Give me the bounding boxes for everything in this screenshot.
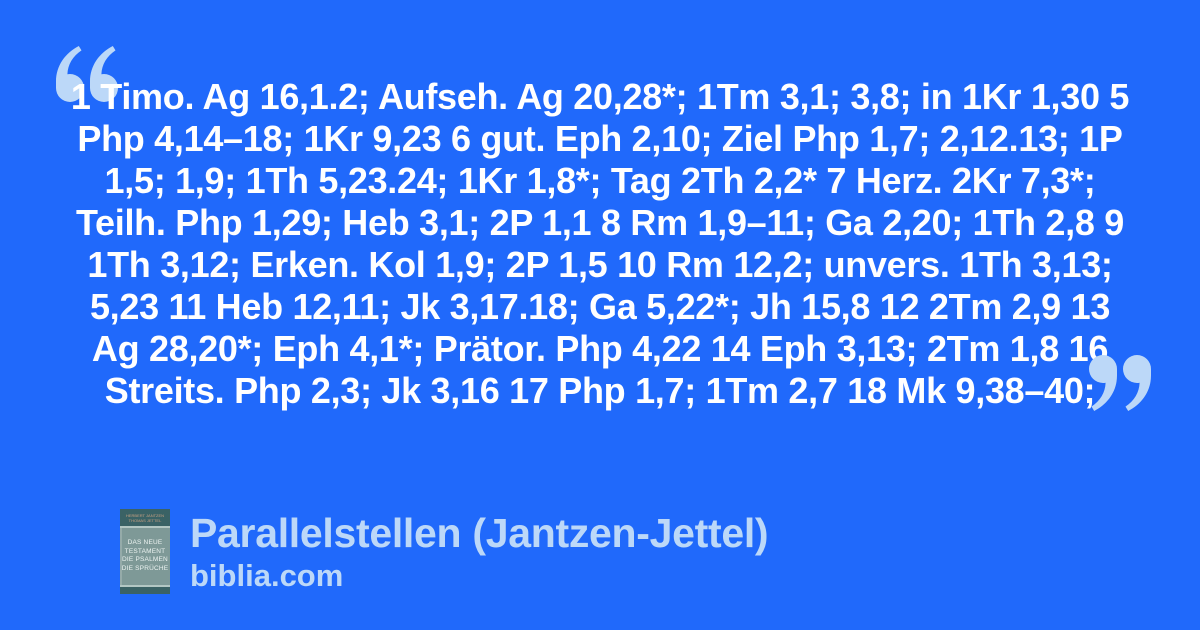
quote-line: 1Th 3,12; Erken. Kol 1,9; 2P 1,5 10 Rm 1… xyxy=(87,244,1113,285)
site-name: biblia.com xyxy=(190,558,344,593)
close-quote-icon xyxy=(1089,355,1151,411)
quote-line: 5,23 11 Heb 12,11; Jk 3,17.18; Ga 5,22*;… xyxy=(89,286,1111,327)
quote-line: Teilh. Php 1,29; Heb 3,1; 2P 1,1 8 Rm 1,… xyxy=(76,202,1124,243)
open-quote-icon xyxy=(56,46,118,102)
quote-text: 1 Timo. Ag 16,1.2; Aufseh. Ag 20,28*; 1T… xyxy=(0,76,1200,412)
book-cover-author: THOMAS JETTEL xyxy=(128,518,162,523)
book-cover-bottom-band xyxy=(120,587,170,594)
book-cover-title-line: DIE PSALMEN xyxy=(122,556,168,563)
book-cover-divider xyxy=(120,585,170,587)
book-cover-divider xyxy=(120,526,170,528)
quote-line: Php 4,14–18; 1Kr 9,23 6 gut. Eph 2,10; Z… xyxy=(77,118,1123,159)
book-cover-title-area: DAS NEUE TESTAMENT DIE PSALMEN DIE SPRÜC… xyxy=(120,528,170,585)
book-cover-title-line: TESTAMENT xyxy=(124,547,166,555)
quote-line: 1,5; 1,9; 1Th 5,23.24; 1Kr 1,8*; Tag 2Th… xyxy=(104,160,1096,201)
book-cover-author: HERBERT JANTZEN xyxy=(125,513,165,518)
book-cover-thumbnail: HERBERT JANTZEN THOMAS JETTEL DAS NEUE T… xyxy=(120,509,170,594)
book-cover-title-line: DIE SPRÜCHE xyxy=(121,564,169,572)
quote-line: Streits. Php 2,3; Jk 3,16 17 Php 1,7; 1T… xyxy=(104,370,1096,411)
book-cover-author-band: HERBERT JANTZEN THOMAS JETTEL xyxy=(120,509,170,526)
quote-line: Ag 28,20*; Eph 4,1*; Prätor. Php 4,22 14… xyxy=(91,328,1109,369)
book-cover-title-line: DAS NEUE xyxy=(127,539,163,546)
quote-line: 1 Timo. Ag 16,1.2; Aufseh. Ag 20,28*; 1T… xyxy=(70,76,1130,117)
resource-title: Parallelstellen (Jantzen-Jettel) xyxy=(190,510,769,556)
